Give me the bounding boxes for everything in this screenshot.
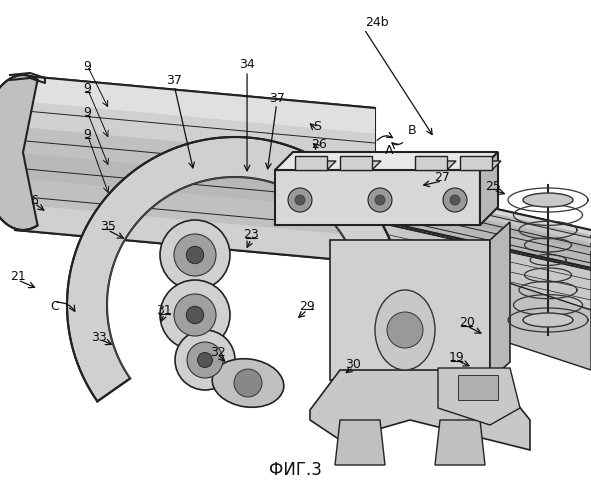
Polygon shape [490, 222, 510, 380]
Ellipse shape [375, 290, 435, 370]
Polygon shape [460, 161, 501, 170]
Circle shape [160, 220, 230, 290]
Text: 33: 33 [92, 331, 107, 344]
Circle shape [186, 246, 204, 264]
Text: S: S [313, 120, 321, 132]
Text: 32: 32 [210, 346, 225, 359]
Text: 21: 21 [10, 270, 25, 282]
Text: 9: 9 [83, 60, 92, 72]
Text: 37: 37 [269, 92, 284, 106]
Text: 30: 30 [346, 358, 361, 372]
Ellipse shape [212, 358, 284, 408]
Circle shape [187, 342, 223, 378]
Text: 35: 35 [100, 220, 115, 232]
Circle shape [174, 234, 216, 276]
Text: 29: 29 [300, 300, 315, 312]
Polygon shape [415, 156, 447, 170]
Text: A: A [385, 144, 393, 156]
Polygon shape [15, 75, 375, 263]
Polygon shape [438, 368, 520, 425]
Text: 31: 31 [157, 304, 172, 318]
Ellipse shape [523, 193, 573, 207]
Circle shape [387, 312, 423, 348]
Polygon shape [275, 170, 480, 225]
Circle shape [234, 369, 262, 397]
Circle shape [450, 195, 460, 205]
Text: 34: 34 [239, 58, 255, 71]
Polygon shape [15, 204, 375, 263]
Text: 20: 20 [459, 316, 475, 329]
Polygon shape [460, 156, 492, 170]
Polygon shape [295, 161, 336, 170]
Polygon shape [275, 152, 498, 170]
Text: 24b: 24b [365, 16, 389, 29]
Circle shape [160, 280, 230, 350]
Polygon shape [295, 156, 327, 170]
Polygon shape [67, 137, 403, 402]
Circle shape [197, 352, 213, 368]
Polygon shape [340, 161, 381, 170]
Circle shape [375, 195, 385, 205]
Polygon shape [15, 75, 375, 134]
Text: 19: 19 [449, 351, 464, 364]
Text: 27: 27 [434, 171, 450, 184]
Circle shape [288, 188, 312, 212]
Polygon shape [255, 155, 591, 268]
Polygon shape [15, 126, 375, 186]
Polygon shape [0, 75, 38, 230]
Circle shape [175, 330, 235, 390]
Polygon shape [15, 152, 375, 212]
Text: C: C [50, 300, 59, 312]
Text: 25: 25 [486, 180, 501, 192]
Circle shape [368, 188, 392, 212]
Polygon shape [480, 152, 498, 225]
Circle shape [443, 188, 467, 212]
Circle shape [295, 195, 305, 205]
Polygon shape [255, 155, 591, 235]
Polygon shape [255, 195, 591, 310]
Text: 37: 37 [167, 74, 182, 88]
Polygon shape [500, 280, 591, 370]
Polygon shape [435, 420, 485, 465]
Polygon shape [340, 156, 372, 170]
Text: 26: 26 [311, 138, 327, 150]
Polygon shape [330, 240, 490, 380]
Polygon shape [255, 163, 591, 243]
Text: 23: 23 [243, 228, 259, 241]
Text: 9: 9 [83, 106, 92, 119]
Circle shape [174, 294, 216, 336]
Text: B: B [408, 124, 417, 136]
Polygon shape [255, 171, 591, 251]
Text: 9: 9 [83, 82, 92, 96]
Text: 9: 9 [83, 128, 92, 141]
Polygon shape [310, 370, 530, 450]
Ellipse shape [523, 313, 573, 327]
Polygon shape [335, 420, 385, 465]
Text: 6: 6 [30, 194, 38, 206]
Polygon shape [415, 161, 456, 170]
Polygon shape [15, 178, 375, 237]
Polygon shape [15, 101, 375, 160]
Circle shape [186, 306, 204, 324]
Text: ФИГ.3: ФИГ.3 [269, 461, 322, 479]
Polygon shape [458, 375, 498, 400]
